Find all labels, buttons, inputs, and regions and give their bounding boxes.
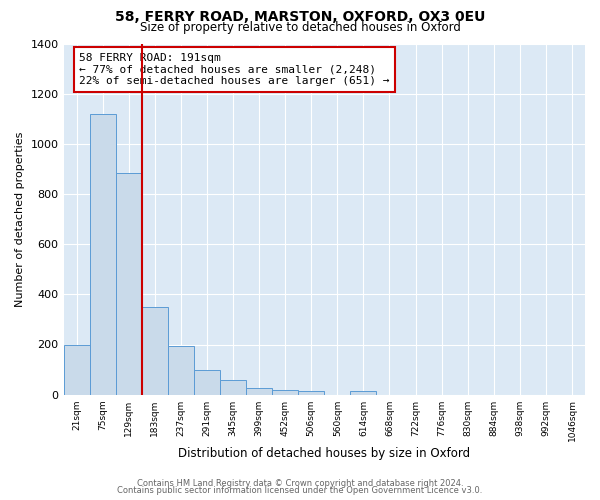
Text: Contains public sector information licensed under the Open Government Licence v3: Contains public sector information licen…: [118, 486, 482, 495]
Bar: [168, 346, 194, 395]
Bar: [246, 388, 272, 394]
Bar: [272, 390, 298, 394]
X-axis label: Distribution of detached houses by size in Oxford: Distribution of detached houses by size …: [178, 447, 470, 460]
Bar: [298, 391, 324, 394]
Bar: [194, 370, 220, 394]
Bar: [350, 391, 376, 394]
Text: Size of property relative to detached houses in Oxford: Size of property relative to detached ho…: [140, 21, 460, 34]
Y-axis label: Number of detached properties: Number of detached properties: [15, 132, 25, 307]
Text: Contains HM Land Registry data © Crown copyright and database right 2024.: Contains HM Land Registry data © Crown c…: [137, 478, 463, 488]
Text: 58 FERRY ROAD: 191sqm
← 77% of detached houses are smaller (2,248)
22% of semi-d: 58 FERRY ROAD: 191sqm ← 77% of detached …: [79, 53, 389, 86]
Bar: [220, 380, 246, 394]
Text: 58, FERRY ROAD, MARSTON, OXFORD, OX3 0EU: 58, FERRY ROAD, MARSTON, OXFORD, OX3 0EU: [115, 10, 485, 24]
Bar: [64, 344, 89, 395]
Bar: [116, 173, 142, 394]
Bar: [89, 114, 116, 394]
Bar: [142, 307, 168, 394]
